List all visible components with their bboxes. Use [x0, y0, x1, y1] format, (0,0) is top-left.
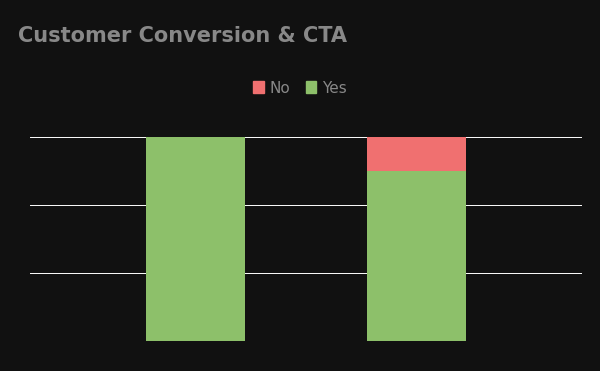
Text: Customer Conversion & CTA: Customer Conversion & CTA [18, 26, 347, 46]
Bar [367, 137, 466, 171]
Legend: No, Yes: No, Yes [247, 75, 353, 102]
Bar [367, 171, 466, 341]
Bar [146, 137, 245, 341]
